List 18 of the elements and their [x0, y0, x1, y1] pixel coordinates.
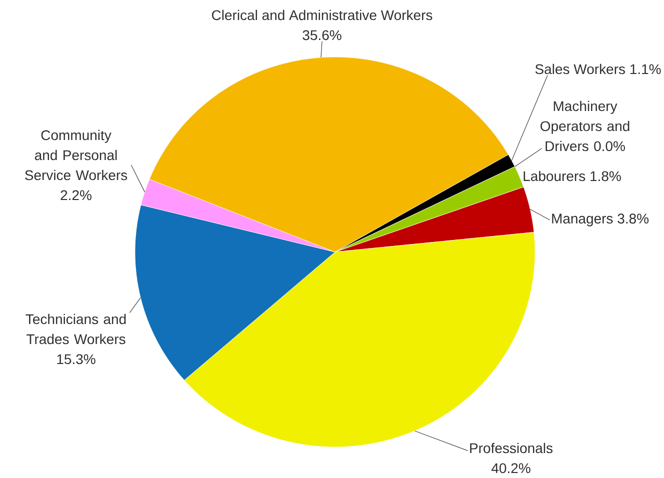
- data-label: 1.1%: [630, 64, 661, 74]
- data-label: 1.8%: [590, 171, 621, 182]
- slice-label: Sales Workers: [535, 64, 625, 74]
- slice-label: Community and Personal Service Workers: [25, 130, 128, 180]
- category-label: Operators and: [540, 120, 630, 134]
- data-label: 15.3%: [57, 354, 96, 364]
- slice-label: Technicians and Trades Workers: [26, 314, 126, 344]
- data-label: 40.2%: [491, 463, 530, 474]
- data-label: 35.6%: [302, 30, 342, 40]
- category-label: Drivers: [546, 140, 588, 152]
- slice-label: Professionals: [470, 442, 553, 454]
- slice-label: Managers: [552, 214, 613, 226]
- category-label: Machinery: [554, 100, 618, 114]
- data-label: 3.8%: [618, 214, 649, 224]
- text: 0.0%: [594, 141, 625, 152]
- slice-label: Clerical and Administrative Workers: [212, 10, 432, 20]
- data-label: 2.2%: [60, 190, 92, 200]
- slice-label: Labourers: [524, 170, 586, 182]
